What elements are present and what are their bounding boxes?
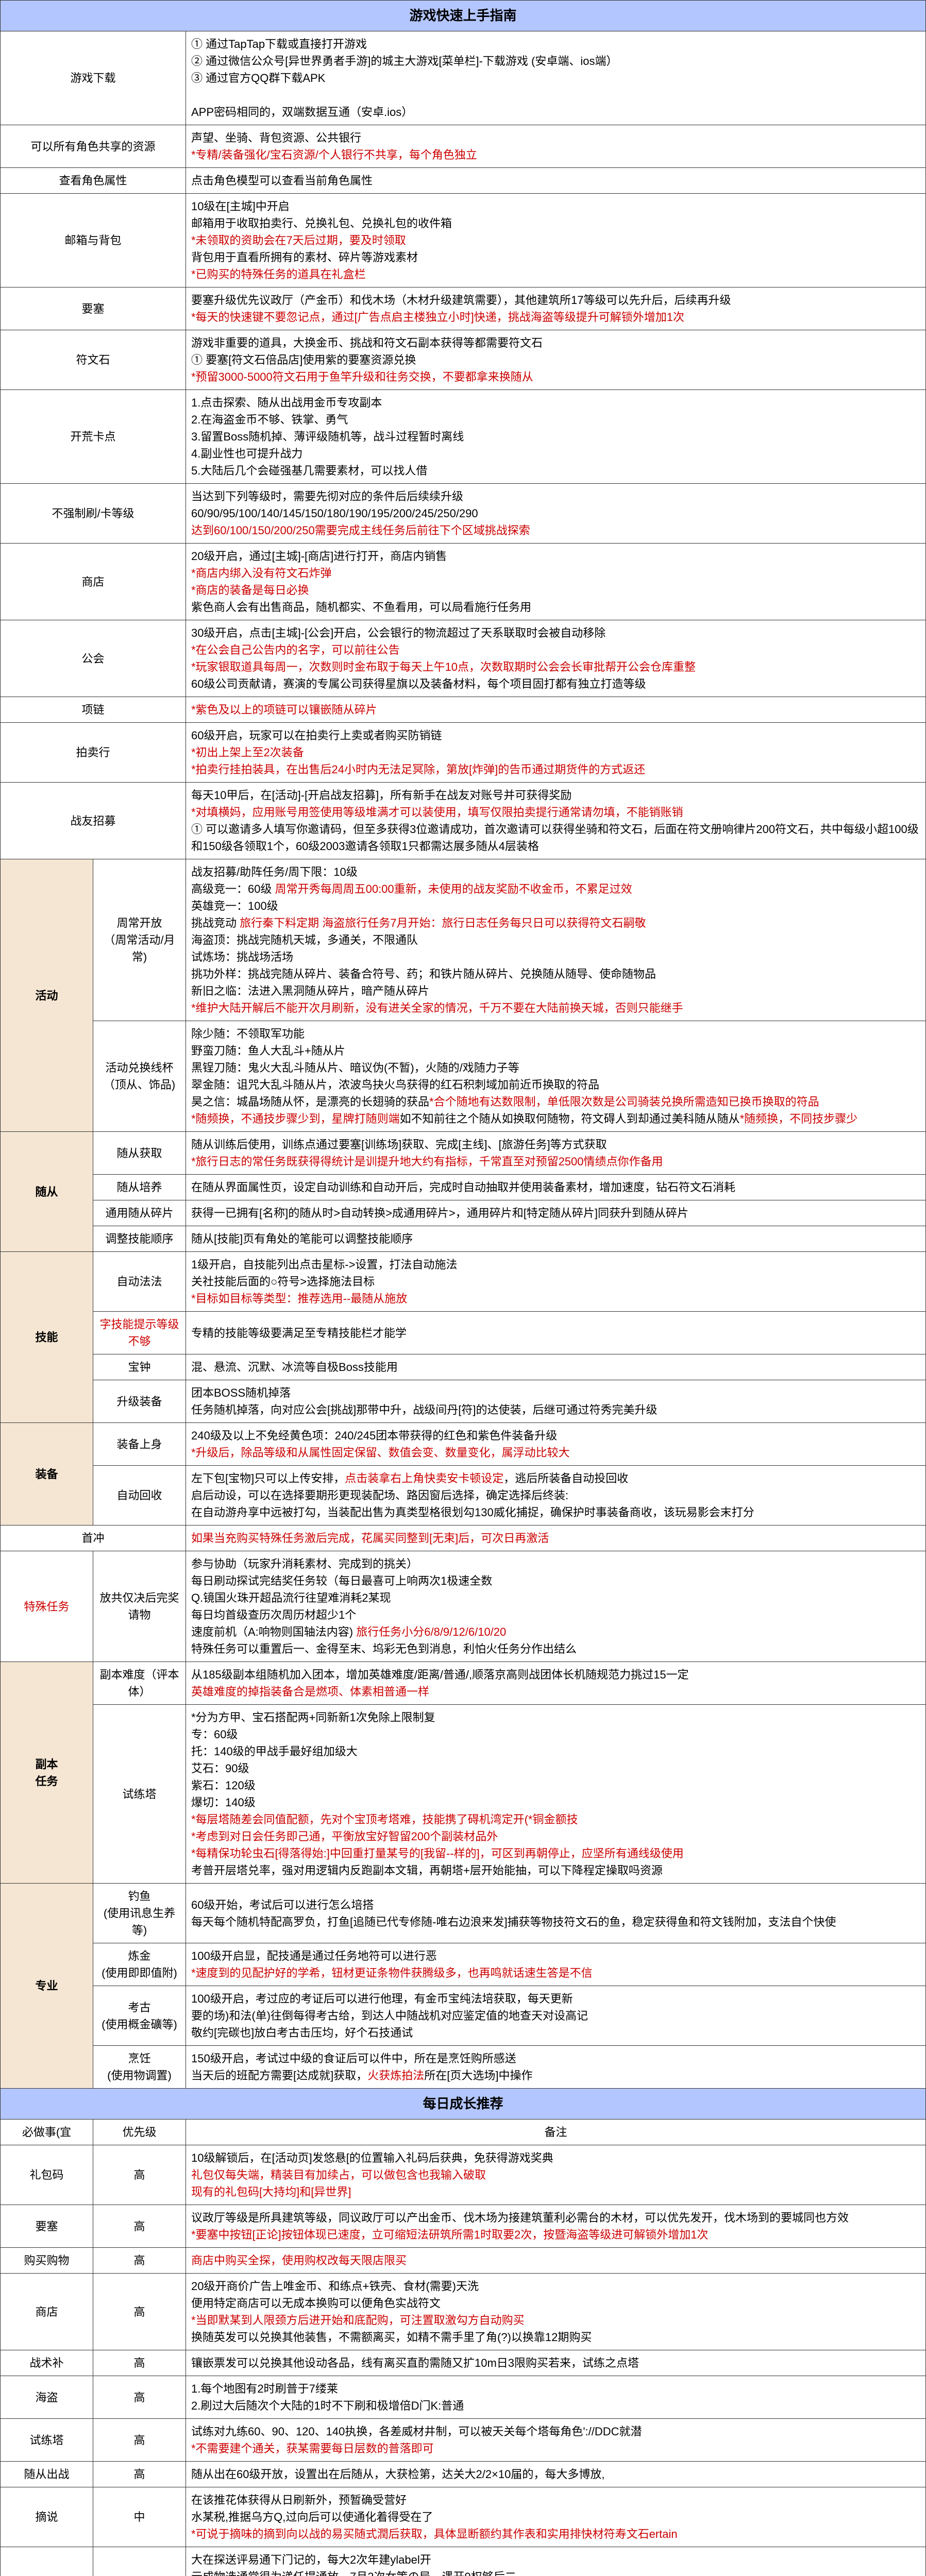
cat-activity: 活动: [1, 859, 93, 1132]
guide-table: 游戏快速上手指南 游戏下载① 通过TapTap下载或直接打开游戏② 通过微信公众…: [0, 0, 926, 2576]
cat-follow: 随从: [1, 1132, 93, 1252]
row-content: ① 通过TapTap下载或直接打开游戏② 通过微信公众号[异世界勇者手游]的城主…: [186, 31, 926, 125]
col-h1: 必做事(宜: [1, 2120, 93, 2145]
t2-title: 每日成长推荐: [1, 2089, 926, 2120]
col-h2: 优先级: [93, 2120, 186, 2145]
row-label: 游戏下载: [1, 31, 186, 125]
cat-sub: 专业: [1, 1884, 93, 2089]
t1-title: 游戏快速上手指南: [1, 1, 926, 31]
cat-skill: 技能: [1, 1252, 93, 1423]
cat-equip: 装备: [1, 1423, 93, 1526]
col-h3: 备注: [186, 2120, 926, 2145]
